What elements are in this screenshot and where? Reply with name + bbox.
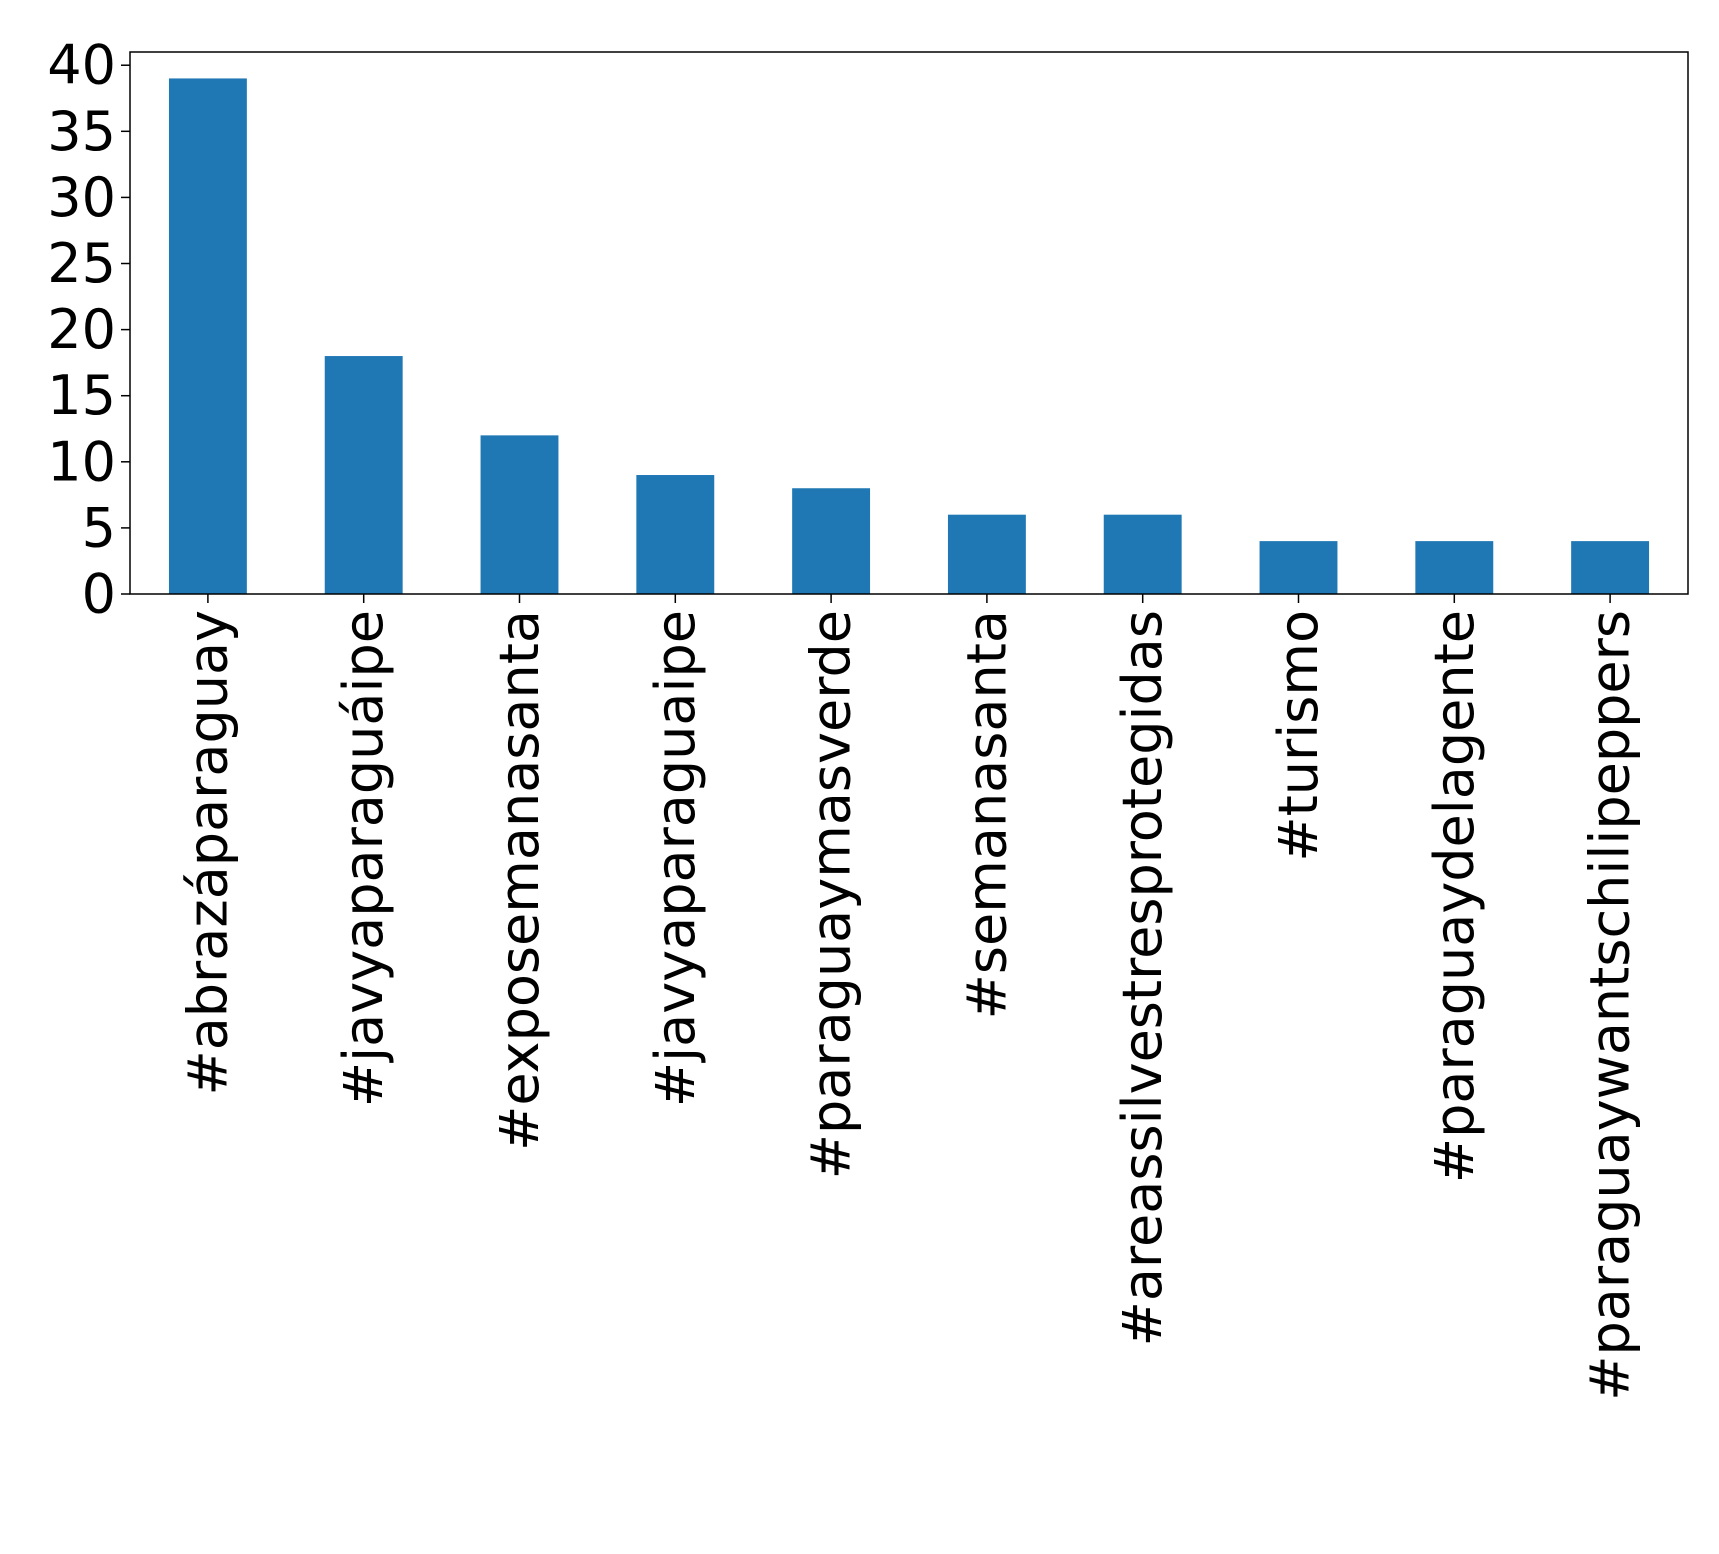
bars-group xyxy=(168,78,1650,594)
y-tick-label-7: 35 xyxy=(47,100,116,163)
x-tick-label-2: #exposemanasanta xyxy=(488,610,551,1151)
bar-0 xyxy=(168,78,247,594)
x-tick-label-8: #paraguaydelagente xyxy=(1423,610,1486,1183)
bar-6 xyxy=(1103,514,1182,594)
x-tick-label-6: #areassilvestresprotegidas xyxy=(1111,610,1174,1346)
x-tick-label-0: #abrazáparaguay xyxy=(176,610,239,1096)
bar-3 xyxy=(636,475,715,594)
axes-frame xyxy=(129,51,1689,595)
bar-4 xyxy=(792,488,871,594)
bar-9 xyxy=(1571,541,1650,594)
y-tick-label-6: 30 xyxy=(47,166,116,229)
bar-1 xyxy=(324,356,403,594)
bar-5 xyxy=(947,514,1026,594)
x-tick-label-9: #paraguaywantschilipeppers xyxy=(1579,610,1642,1401)
x-tick-label-1: #javyaparaguáipe xyxy=(332,610,395,1107)
x-axis: #abrazáparaguay #javyaparaguáipe #exposema… xyxy=(176,594,1642,1401)
y-tick-label-8: 40 xyxy=(47,34,116,97)
y-tick-label-5: 25 xyxy=(47,232,116,295)
y-tick-label-2: 10 xyxy=(47,430,116,493)
bar-2 xyxy=(480,435,559,594)
y-tick-label-4: 20 xyxy=(47,298,116,361)
bar-8 xyxy=(1415,541,1494,594)
x-tick-label-5: #semanasanta xyxy=(955,610,1018,1019)
x-tick-label-7: #turismo xyxy=(1267,610,1330,862)
y-tick-label-0: 0 xyxy=(82,563,116,626)
y-tick-label-1: 5 xyxy=(82,496,116,559)
y-tick-label-3: 15 xyxy=(47,364,116,427)
x-tick-label-4: #paraguaymasverde xyxy=(800,610,863,1179)
x-tick-label-3: #javyaparaguaipe xyxy=(644,610,707,1107)
bar-7 xyxy=(1259,541,1338,594)
